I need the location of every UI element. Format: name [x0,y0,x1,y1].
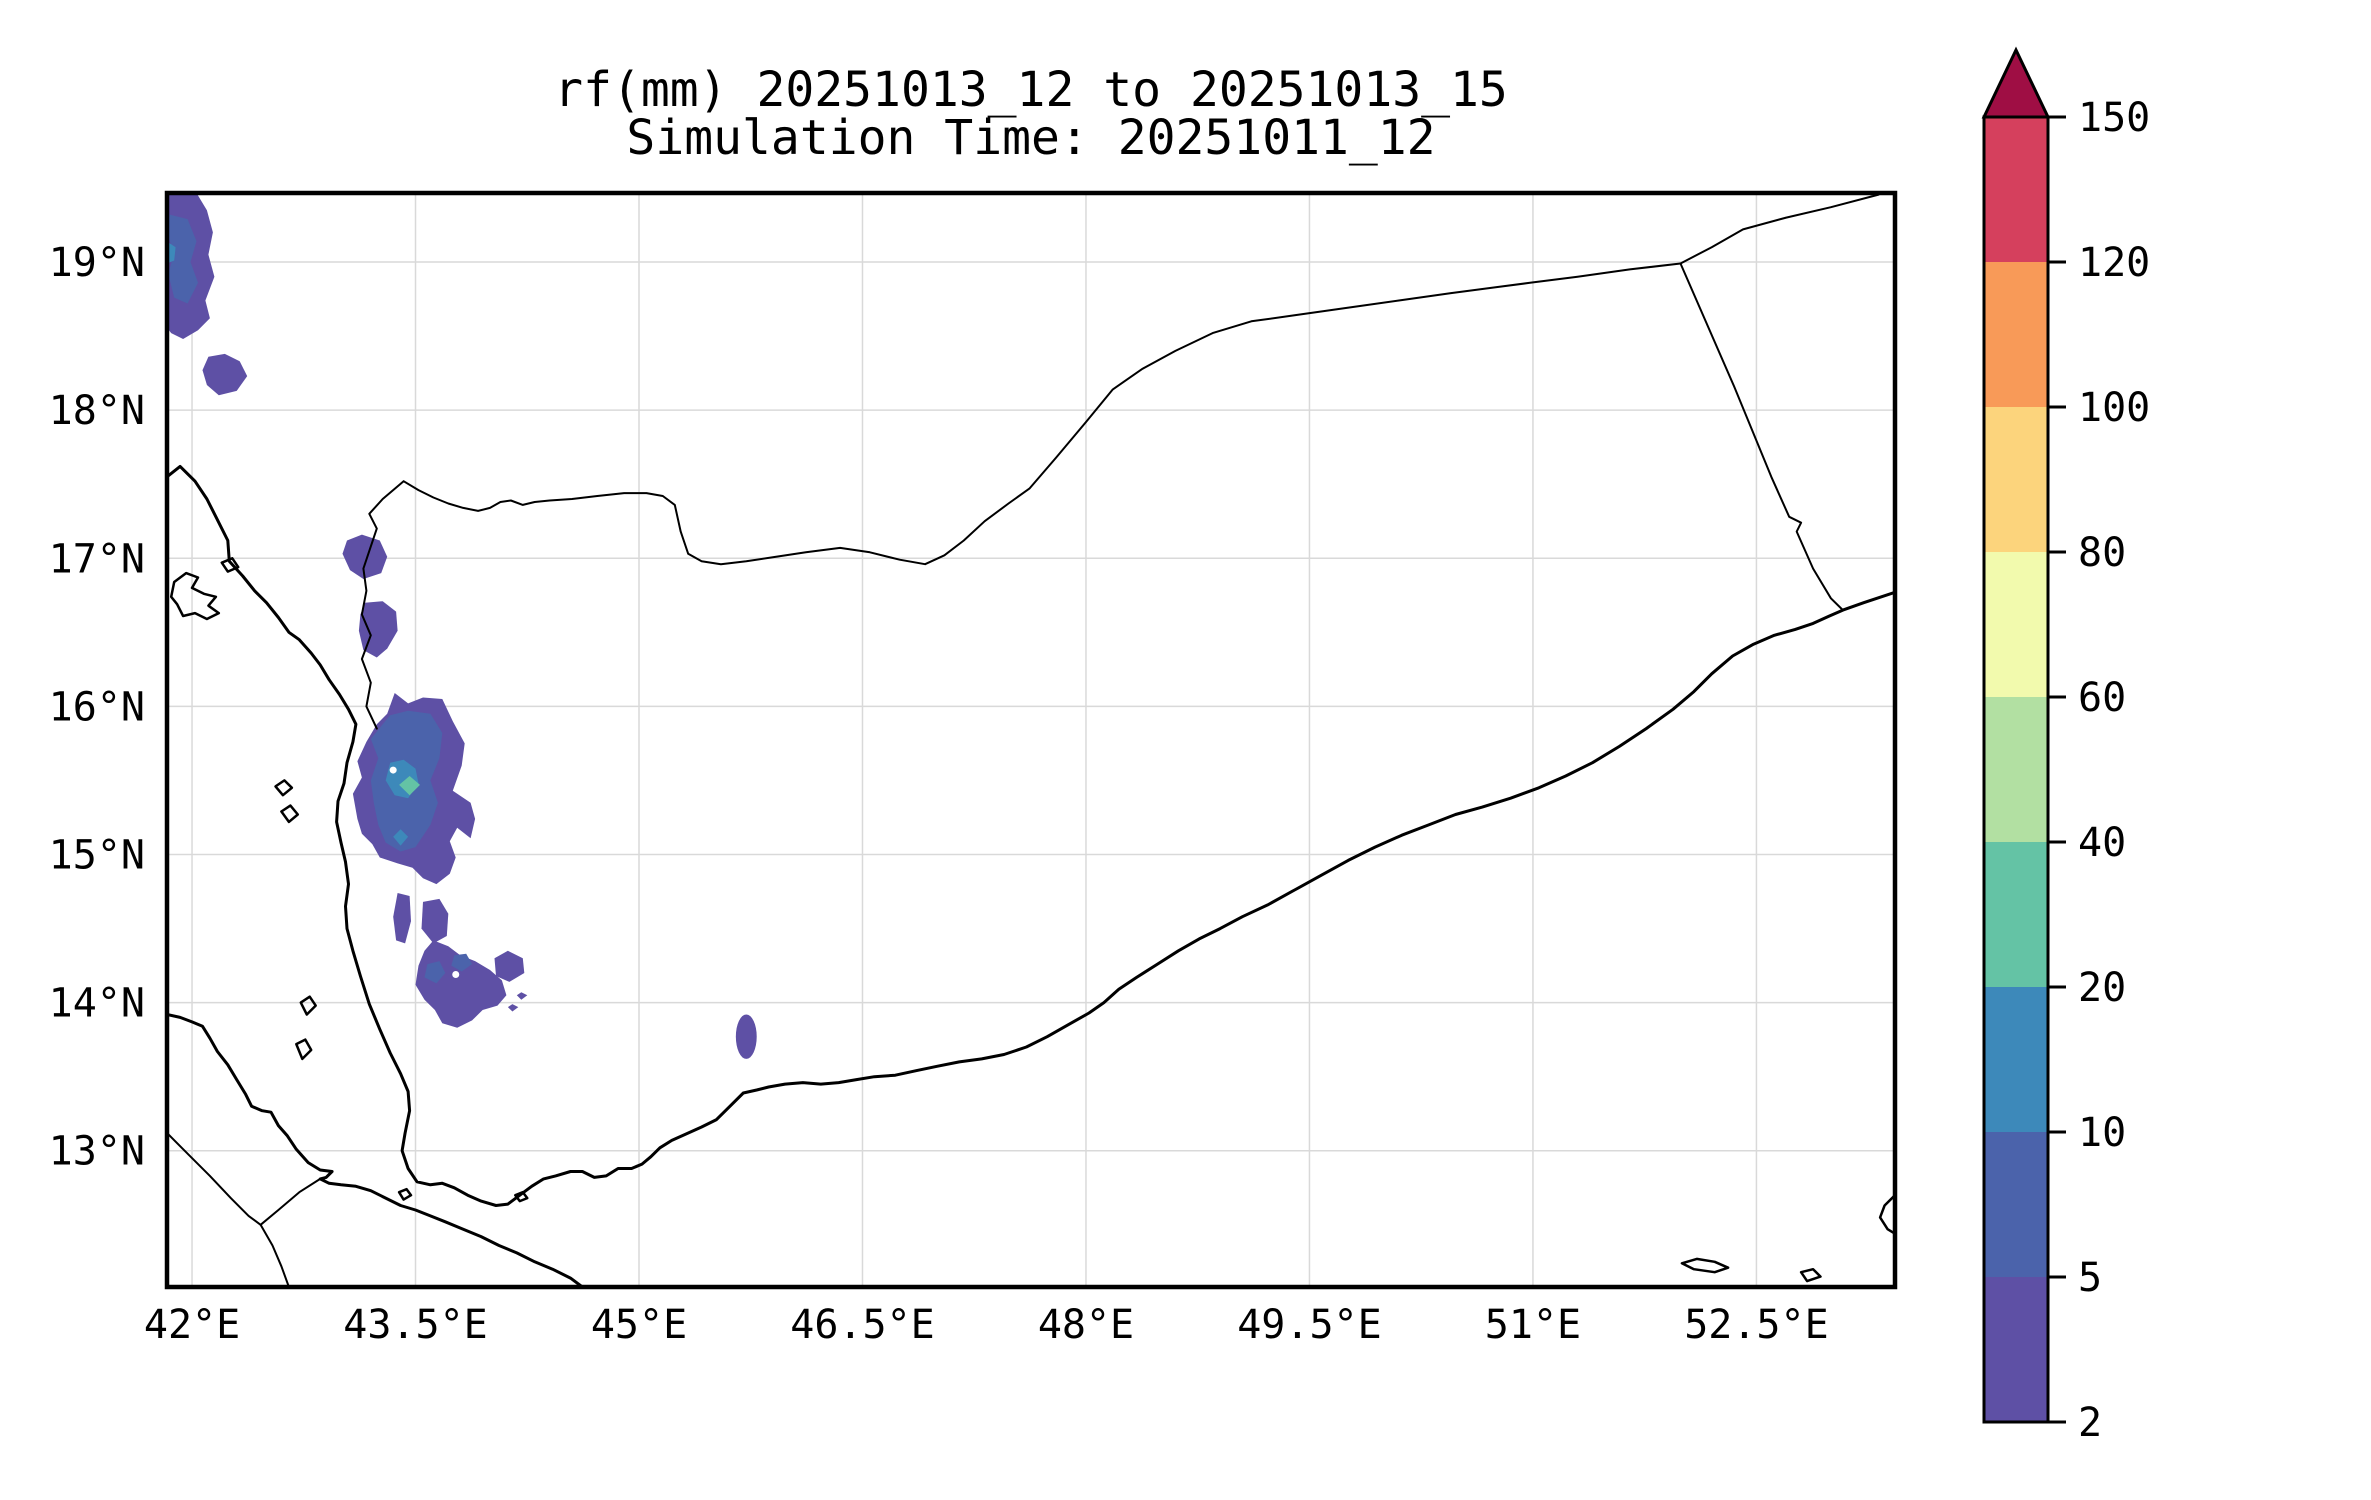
y-tick-label-15: 15°N [49,832,145,878]
colorbar-segment-40-60 [1984,697,2048,842]
map-border [164,190,1898,1290]
colorbar-tick-label-80: 80 [2078,530,2126,576]
title-line1: rf(mm) 20251013_12 to 20251013_15 [554,62,1508,118]
border-saudi-oman [1679,193,1880,265]
y-tick-label-16: 16°N [49,684,145,730]
coastline-socotra-tip [1878,1193,1895,1235]
island-outline-4 [299,995,317,1016]
island-outline-0 [169,571,221,621]
colorbar-segment-10-20 [1984,987,2048,1132]
border-africa-1 [167,1132,290,1287]
colorbar-segment-120-150 [1984,117,2048,262]
colorbar-tick-labels: 2 5 10 20 40 60 80 100 120 150 [2078,95,2150,1446]
y-tick-label-17: 17°N [49,536,145,582]
colorbar-tick-label-150: 150 [2078,95,2150,141]
colorbar-over-arrow [1981,46,2051,119]
colorbar-segment-5-10 [1984,1132,2048,1277]
island-outline-6 [397,1187,413,1201]
rain-cell-mid-blob-west [393,893,411,944]
rain-cell-lower-cluster-inner-west [424,961,446,984]
rain-cell-round-blob-44e [494,950,525,982]
island-outline-1 [220,557,240,573]
island-outline-7 [514,1190,529,1203]
colorbar-tick-label-100: 100 [2078,385,2150,431]
colorbar-outline [1982,115,2050,1424]
rain-cell-speck-ne [516,992,528,1000]
coastlines-and-borders [167,193,1895,1287]
coastline-africa [167,1013,584,1287]
y-tick-label-13: 13°N [49,1129,145,1175]
rain-cell-main-cluster-green-core [399,776,420,796]
island-outline-8 [1680,1257,1730,1274]
colorbar: 2 5 10 20 40 60 80 100 120 150 [1981,46,2150,1446]
y-tick-label-14: 14°N [49,981,145,1027]
colorbar-tick-label-20: 20 [2078,965,2126,1011]
map-axes: 42°E 43.5°E 45°E 46.5°E 48°E 49.5°E 51°E 52.5°E… [49,190,1898,1348]
colorbar-tick-label-5: 5 [2078,1255,2102,1301]
rain-cell-ellipse-blob-45-7e [735,1014,757,1059]
x-tick-label-45: 45°E [591,1302,687,1348]
rain-cell-mid-blob-east [421,898,449,944]
colorbar-segment-100-120 [1984,262,2048,407]
x-tick-label-52.5: 52.5°E [1684,1302,1829,1348]
x-tick-label-42: 42°E [144,1302,240,1348]
grid-lines [167,193,1895,1287]
island-outline-5 [295,1038,313,1061]
title-line2: Simulation Time: 20251011_12 [626,110,1435,166]
colorbar-tick-label-2: 2 [2078,1400,2102,1446]
colorbar-ticks [2048,115,2066,1424]
x-tick-label-51: 51°E [1485,1302,1581,1348]
rain-cell-blob-18n [202,353,248,396]
x-tick-labels: 42°E 43.5°E 45°E 46.5°E 48°E 49.5°E 51°E 52.5°E [144,1302,1829,1348]
border-yemen-oman [1679,262,1844,612]
border-saudi-yemen [360,262,1682,730]
colorbar-segments [1984,117,2048,1422]
island-outline-3 [280,804,300,824]
colorbar-tick-label-60: 60 [2078,675,2126,721]
border-africa-2 [259,1177,322,1226]
y-tick-label-18: 18°N [49,388,145,434]
x-tick-label-46.5: 46.5°E [790,1302,935,1348]
y-tick-label-19: 19°N [49,240,145,286]
x-tick-label-49.5: 49.5°E [1237,1302,1382,1348]
y-tick-labels: 19°N 18°N 17°N 16°N 15°N 14°N 13°N [49,240,145,1175]
x-tick-label-43.5: 43.5°E [343,1302,488,1348]
colorbar-segment-20-40 [1984,842,2048,987]
island-outline-2 [274,779,294,797]
colorbar-segment-2-5 [1984,1277,2048,1422]
contour-hole-1 [452,970,460,978]
colorbar-segment-80-100 [1984,407,2048,552]
colorbar-tick-label-10: 10 [2078,1110,2126,1156]
colorbar-tick-label-120: 120 [2078,240,2150,286]
rain-cell-blob-17n [342,534,388,579]
rain-cell-nw-corner-inner [167,214,198,304]
rain-cell-teal-diamond-south [393,829,409,846]
colorbar-segment-60-80 [1984,552,2048,697]
colorbar-tick-label-40: 40 [2078,820,2126,866]
coastline-arabia [167,464,1895,1207]
rain-cell-speck-sw [507,1004,519,1012]
contour-hole-0 [389,766,397,774]
island-outline-9 [1799,1267,1822,1283]
x-tick-label-48: 48°E [1038,1302,1134,1348]
rain-cell-lower-cluster-inner-east [451,953,473,972]
